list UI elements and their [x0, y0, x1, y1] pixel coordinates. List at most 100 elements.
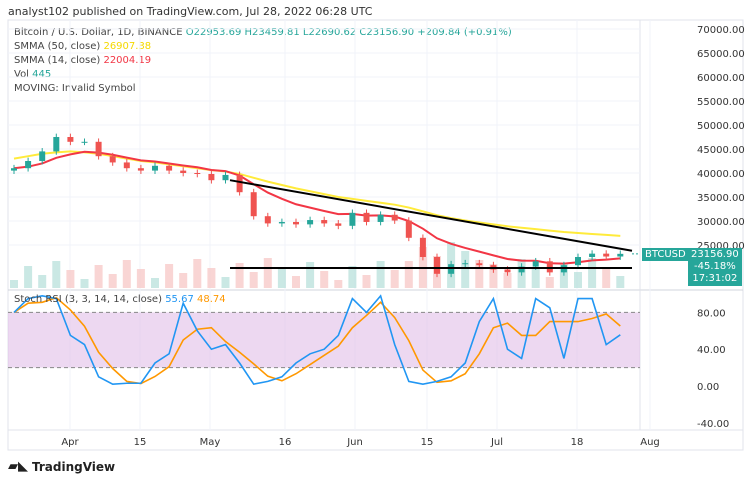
- candle-body: [349, 212, 356, 226]
- smma14-value: 22004.19: [103, 55, 152, 66]
- candle-body: [335, 223, 342, 226]
- stoch-k-value: 55.67: [165, 294, 194, 305]
- volume-bar: [151, 278, 159, 288]
- volume-bar: [461, 251, 470, 288]
- stoch-band: [8, 312, 640, 368]
- last-price: 23156.90: [691, 249, 739, 260]
- candle-body: [321, 220, 328, 224]
- volume-bar: [10, 280, 18, 288]
- candle-body: [152, 165, 158, 171]
- stoch-label: Stoch RSI (3, 3, 14, 14, close): [14, 294, 162, 305]
- last-price-tag: 23156.90 -45.18% 17:31:02: [688, 248, 742, 286]
- candle-body: [123, 162, 130, 169]
- volume-bar: [489, 264, 498, 288]
- time-axis-label: Aug: [640, 437, 660, 448]
- smma14-line: [13, 150, 621, 265]
- volume-bar: [24, 266, 33, 288]
- smma50-value: 26907.38: [103, 41, 152, 52]
- price-axis-label: 70000.00: [697, 25, 745, 36]
- volume-bar: [503, 273, 512, 288]
- smma14-label: SMMA (14, close): [14, 55, 101, 66]
- candle-body: [617, 253, 624, 257]
- stoch-legend[interactable]: Stoch RSI (3, 3, 14, 14, close) 55.67 48…: [14, 294, 226, 305]
- stoch-k-line: [13, 294, 621, 386]
- time-axis-label: 16: [279, 437, 292, 448]
- vol-value: 445: [32, 69, 52, 80]
- candle-body: [166, 165, 173, 171]
- volume-bar: [38, 275, 47, 288]
- stoch-axis-label: 40.00: [697, 345, 726, 356]
- volume-bar: [574, 272, 582, 288]
- time-axis-label: Apr: [61, 437, 79, 448]
- tv-logo-icon: ▰◣: [8, 459, 28, 474]
- price-chart[interactable]: 70000.00 65000.00 60000.00 55000.00 50000.00…: [0, 0, 750, 455]
- candle-body: [180, 170, 187, 173]
- ohlc-change: +209.84 (+0.91%): [417, 27, 512, 38]
- time-axis-label: 18: [571, 437, 584, 448]
- smma50-label: SMMA (50, close): [14, 41, 101, 52]
- volume-bar: [263, 258, 272, 288]
- volume-bar: [277, 267, 286, 288]
- candle-body: [81, 141, 88, 143]
- smma14-legend[interactable]: SMMA (14, close) 22004.19: [14, 55, 151, 66]
- symbol-tag: BTCUSD: [642, 248, 689, 261]
- volume-bar: [179, 273, 188, 288]
- candle-body: [53, 137, 60, 152]
- candle-body: [434, 257, 440, 274]
- volume-bar: [404, 261, 413, 288]
- candle-body: [11, 168, 17, 171]
- volume-bar: [66, 270, 75, 288]
- volume-bar: [52, 261, 61, 288]
- volume-bar: [221, 277, 230, 288]
- candle-body: [236, 174, 243, 193]
- volume-bar: [207, 268, 216, 288]
- volume-bar: [249, 272, 258, 288]
- volume-bar: [545, 277, 554, 288]
- brand-name: TradingView: [32, 459, 116, 474]
- volume-bar: [475, 260, 484, 288]
- ohlc-open: O22953.69: [185, 27, 242, 38]
- candle-body: [278, 221, 285, 224]
- stoch-axis-label: 0.00: [697, 382, 719, 393]
- candle-body: [222, 174, 229, 181]
- tradingview-logo[interactable]: ▰◣ TradingView: [8, 459, 115, 474]
- chart-frame: [7, 19, 744, 451]
- volume-bar: [165, 264, 174, 288]
- stoch-d-line: [13, 296, 621, 385]
- volume-bar: [334, 280, 343, 288]
- candle-body: [25, 161, 32, 169]
- smma50-legend[interactable]: SMMA (50, close) 26907.38: [14, 41, 151, 52]
- bar-countdown: 17:31:02: [692, 273, 738, 284]
- volume-bar: [390, 270, 399, 288]
- candle-body: [363, 212, 370, 222]
- symbol-legend: Bitcoin / U.S. Dollar, 1D, BINANCE O2295…: [14, 27, 512, 38]
- vol-legend[interactable]: Vol 445: [14, 69, 51, 80]
- candle-body: [264, 216, 271, 224]
- price-axis-label: 50000.00: [697, 121, 745, 132]
- volume-bar: [320, 271, 329, 288]
- price-axis-label: 45000.00: [697, 145, 745, 156]
- price-axis-label: 55000.00: [697, 97, 745, 108]
- price-axis-label: 60000.00: [697, 73, 745, 84]
- candle-body: [391, 214, 398, 221]
- ohlc-high: H23459.81: [244, 27, 300, 38]
- candle-body: [109, 156, 116, 163]
- candle-body: [518, 266, 525, 273]
- time-axis-label: Jul: [490, 437, 503, 448]
- candle-body: [575, 257, 581, 266]
- volume-bar: [348, 266, 357, 288]
- descending-trendline: [229, 179, 633, 252]
- candle-body: [67, 137, 74, 142]
- candle-body: [194, 173, 201, 174]
- candle-body: [405, 220, 412, 238]
- candle-body: [419, 237, 426, 257]
- volume-bar: [94, 265, 103, 288]
- moving-legend: MOVING: Invalid Symbol: [14, 83, 136, 94]
- candle-body: [546, 261, 553, 273]
- candle-body: [589, 253, 596, 257]
- stoch-axis-label: -40.00: [697, 419, 729, 430]
- price-change: -45.18%: [693, 261, 736, 272]
- candle-body: [307, 220, 314, 225]
- candle-body: [603, 253, 610, 257]
- candle-body: [250, 192, 257, 217]
